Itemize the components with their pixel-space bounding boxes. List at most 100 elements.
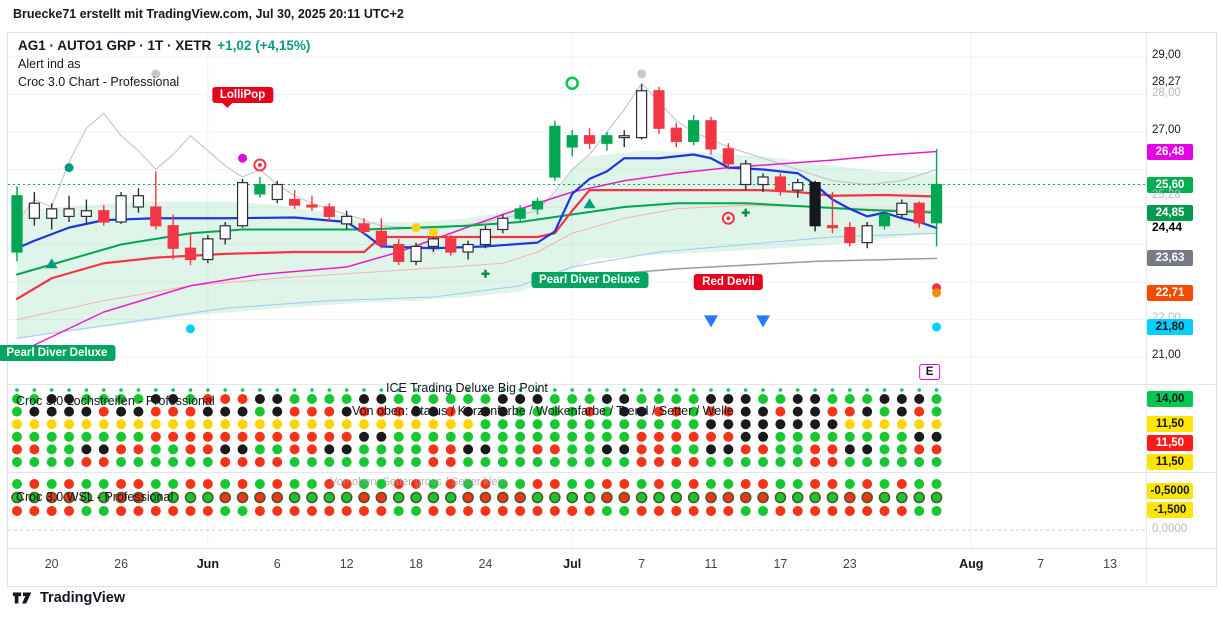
chart-legend: AG1 · AUTO1 GRP · 1T · XETR +1,02 (+4,15%… [18, 38, 310, 89]
pane-separator-1[interactable] [7, 384, 1215, 385]
loch-dot-welle [636, 457, 647, 467]
loch-dot-status [619, 394, 630, 404]
loch-dot-status [133, 394, 144, 404]
wsl-dot-wsl-2 [271, 491, 284, 504]
indicator-label-alert[interactable]: Alert ind as [18, 57, 81, 71]
loch-dot-status [341, 394, 352, 404]
loch-dot-status [46, 394, 57, 404]
loch-dot-status [497, 394, 508, 404]
loch-dot-setter [653, 444, 664, 455]
loch-dot-kerzenfarbe [671, 406, 682, 417]
wsl-dot-wsl-1 [792, 479, 803, 489]
loch-dot-wolkenfarbe [619, 419, 630, 430]
ribbon-dot [414, 388, 418, 392]
ribbon-dot [448, 388, 453, 392]
wsl-dot-wsl-1 [445, 479, 456, 489]
loch-dot-wolkenfarbe [393, 419, 404, 430]
loch-dot-trend [584, 431, 595, 442]
candle-body [46, 208, 58, 219]
loch-dot-status [116, 394, 127, 404]
candle-body [11, 195, 23, 253]
loch-dot-kerzenfarbe [688, 406, 699, 417]
loch-dot-trend [619, 431, 630, 442]
loch-dot-wolkenfarbe [688, 419, 699, 430]
loch-dot-wolkenfarbe [237, 419, 248, 430]
indicator-label-croc-chart[interactable]: Croc 3.0 Chart - Professional [18, 75, 180, 89]
loch-dot-trend [324, 431, 335, 442]
candle-body [236, 182, 249, 227]
ribbon-dot [848, 388, 852, 392]
wsl-dot-wsl-1 [12, 479, 22, 489]
marker-ring [565, 76, 579, 90]
ribbon-dot [15, 388, 19, 392]
pane-separator-2[interactable] [7, 472, 1215, 473]
wsl-dot-wsl-1 [411, 479, 422, 489]
loch-dot-kerzenfarbe [133, 406, 144, 417]
wsl-title[interactable]: Croc 3.0 WSL - Professional [16, 490, 174, 504]
wsl-dot-wsl-1 [463, 479, 474, 489]
loch-dot-welle [914, 457, 925, 467]
loch-dot-kerzenfarbe [445, 406, 456, 417]
loch-dot-status [81, 394, 92, 404]
loch-dot-kerzenfarbe [844, 406, 855, 417]
loch-dot-kerzenfarbe [237, 406, 248, 417]
wsl-dot-wsl-1 [133, 479, 144, 489]
candle-body [445, 238, 457, 253]
wsl-dot-wsl-3 [532, 506, 543, 516]
wsl-dot-wsl-3 [81, 506, 92, 516]
wsl-dot-wsl-1 [706, 479, 716, 489]
wsl-dot-wsl-2 [45, 491, 58, 504]
loch-dot-kerzenfarbe [411, 406, 422, 417]
candle-body [913, 202, 925, 224]
ribbon-dot [223, 388, 227, 392]
snapshot-credit: Bruecke71 erstellt mit TradingView.com, … [13, 7, 404, 21]
marker-dot [932, 288, 942, 298]
wsl-dot-wsl-3 [567, 506, 578, 516]
loch-dot-setter [862, 444, 873, 455]
wsl-dot-wsl-3 [376, 506, 387, 516]
wsl-dot-wsl-2 [618, 491, 631, 504]
loch-dot-wolkenfarbe [81, 419, 92, 430]
candle-body [635, 90, 648, 139]
ribbon-dot [240, 388, 245, 392]
loch-dot-setter [237, 444, 248, 455]
loch-dot-setter [185, 444, 196, 455]
candle-body [479, 228, 492, 246]
lochstreifen-title[interactable]: Croc 3.0 Lochstreifen - Professional [16, 394, 215, 408]
loch-dot-wolkenfarbe [879, 419, 890, 430]
ribbon-dot [674, 388, 679, 392]
ribbon-dot [934, 388, 939, 392]
loch-dot-wolkenfarbe [324, 419, 335, 430]
ribbon-dot [32, 388, 37, 392]
loch-dot-setter [272, 444, 283, 455]
loch-dot-status [428, 394, 439, 404]
wsl-dot-wsl-2 [444, 491, 457, 504]
loch-dot-status [584, 394, 595, 404]
wsl-dot-wsl-3 [758, 506, 769, 516]
loch-dot-kerzenfarbe [619, 406, 630, 417]
loch-dot-welle [931, 457, 942, 467]
candle-body [289, 198, 301, 206]
symbol-title[interactable]: AG1 · AUTO1 GRP · 1T · XETR [18, 38, 212, 53]
loch-dot-kerzenfarbe [393, 406, 404, 417]
wsl-dot-wsl-2 [791, 491, 804, 504]
candle-body [462, 243, 474, 253]
loch-dot-kerzenfarbe [740, 406, 751, 417]
marker-dot [428, 227, 438, 237]
wsl-dot-wsl-2 [340, 491, 353, 504]
loch-dot-welle [671, 457, 682, 467]
loch-dot-trend [740, 431, 751, 442]
wsl-dot-wsl-2 [896, 491, 908, 504]
tradingview-footer[interactable]: TradingView [12, 590, 125, 606]
wsl-dot-wsl-2 [80, 491, 93, 504]
candle-body [514, 208, 526, 219]
loch-dot-wolkenfarbe [601, 419, 612, 430]
marker-dot [932, 322, 942, 332]
ribbon-dot [362, 388, 366, 392]
wsl-dot-wsl-2 [97, 491, 110, 504]
loch-dot-setter [289, 444, 300, 455]
wsl-dot-wsl-2 [514, 491, 526, 504]
wsl-dot-wsl-1 [810, 479, 821, 489]
wsl-dot-wsl-2 [635, 491, 648, 504]
